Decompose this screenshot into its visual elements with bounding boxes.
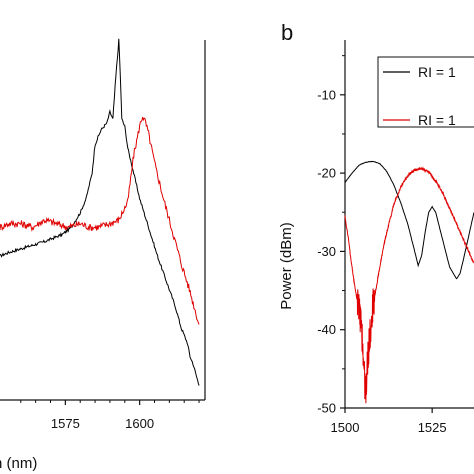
legend-box <box>377 56 474 128</box>
panel-a-x-tick-label: 1575 <box>51 416 80 431</box>
panel-b-y-tick-label: -40 <box>317 322 336 337</box>
panel-a: 1575 1600 n (nm) <box>0 38 206 472</box>
panel-b-y-tick-label: -50 <box>317 401 336 416</box>
panel-b: b -50 -40 -30 -20 -10 1500 1525 Power (dBm) RI… <box>278 20 474 435</box>
panel-a-x-tick-label: 1600 <box>125 416 154 431</box>
panel-b-series-line <box>344 160 474 280</box>
panel-b-series-line <box>344 166 474 404</box>
legend-label-1: RI = 1 <box>418 64 456 80</box>
panel-a-x-ticks: 1575 1600 <box>20 400 200 431</box>
legend-label-2: RI = 1 <box>418 112 456 128</box>
panel-a-series-line <box>0 116 200 325</box>
panel-b-y-tick-label: -20 <box>317 166 336 181</box>
panel-b-ticks: -50 -40 -30 -20 -10 1500 1525 <box>317 55 447 435</box>
panel-b-x-tick-label: 1525 <box>418 420 447 435</box>
panel-b-x-tick-label: 1500 <box>331 420 360 435</box>
panel-b-y-tick-label: -10 <box>317 87 336 102</box>
panel-b-y-tick-label: -30 <box>317 244 336 259</box>
panel-b-legend: RI = 1 RI = 1 <box>377 56 474 128</box>
panel-b-y-axis-label: Power (dBm) <box>278 222 295 310</box>
panel-b-lines <box>344 160 474 404</box>
panel-a-series-line <box>0 38 200 386</box>
panel-a-x-axis-label: n (nm) <box>0 455 37 472</box>
panel-b-letter: b <box>281 20 293 45</box>
panel-a-lines <box>0 38 200 386</box>
